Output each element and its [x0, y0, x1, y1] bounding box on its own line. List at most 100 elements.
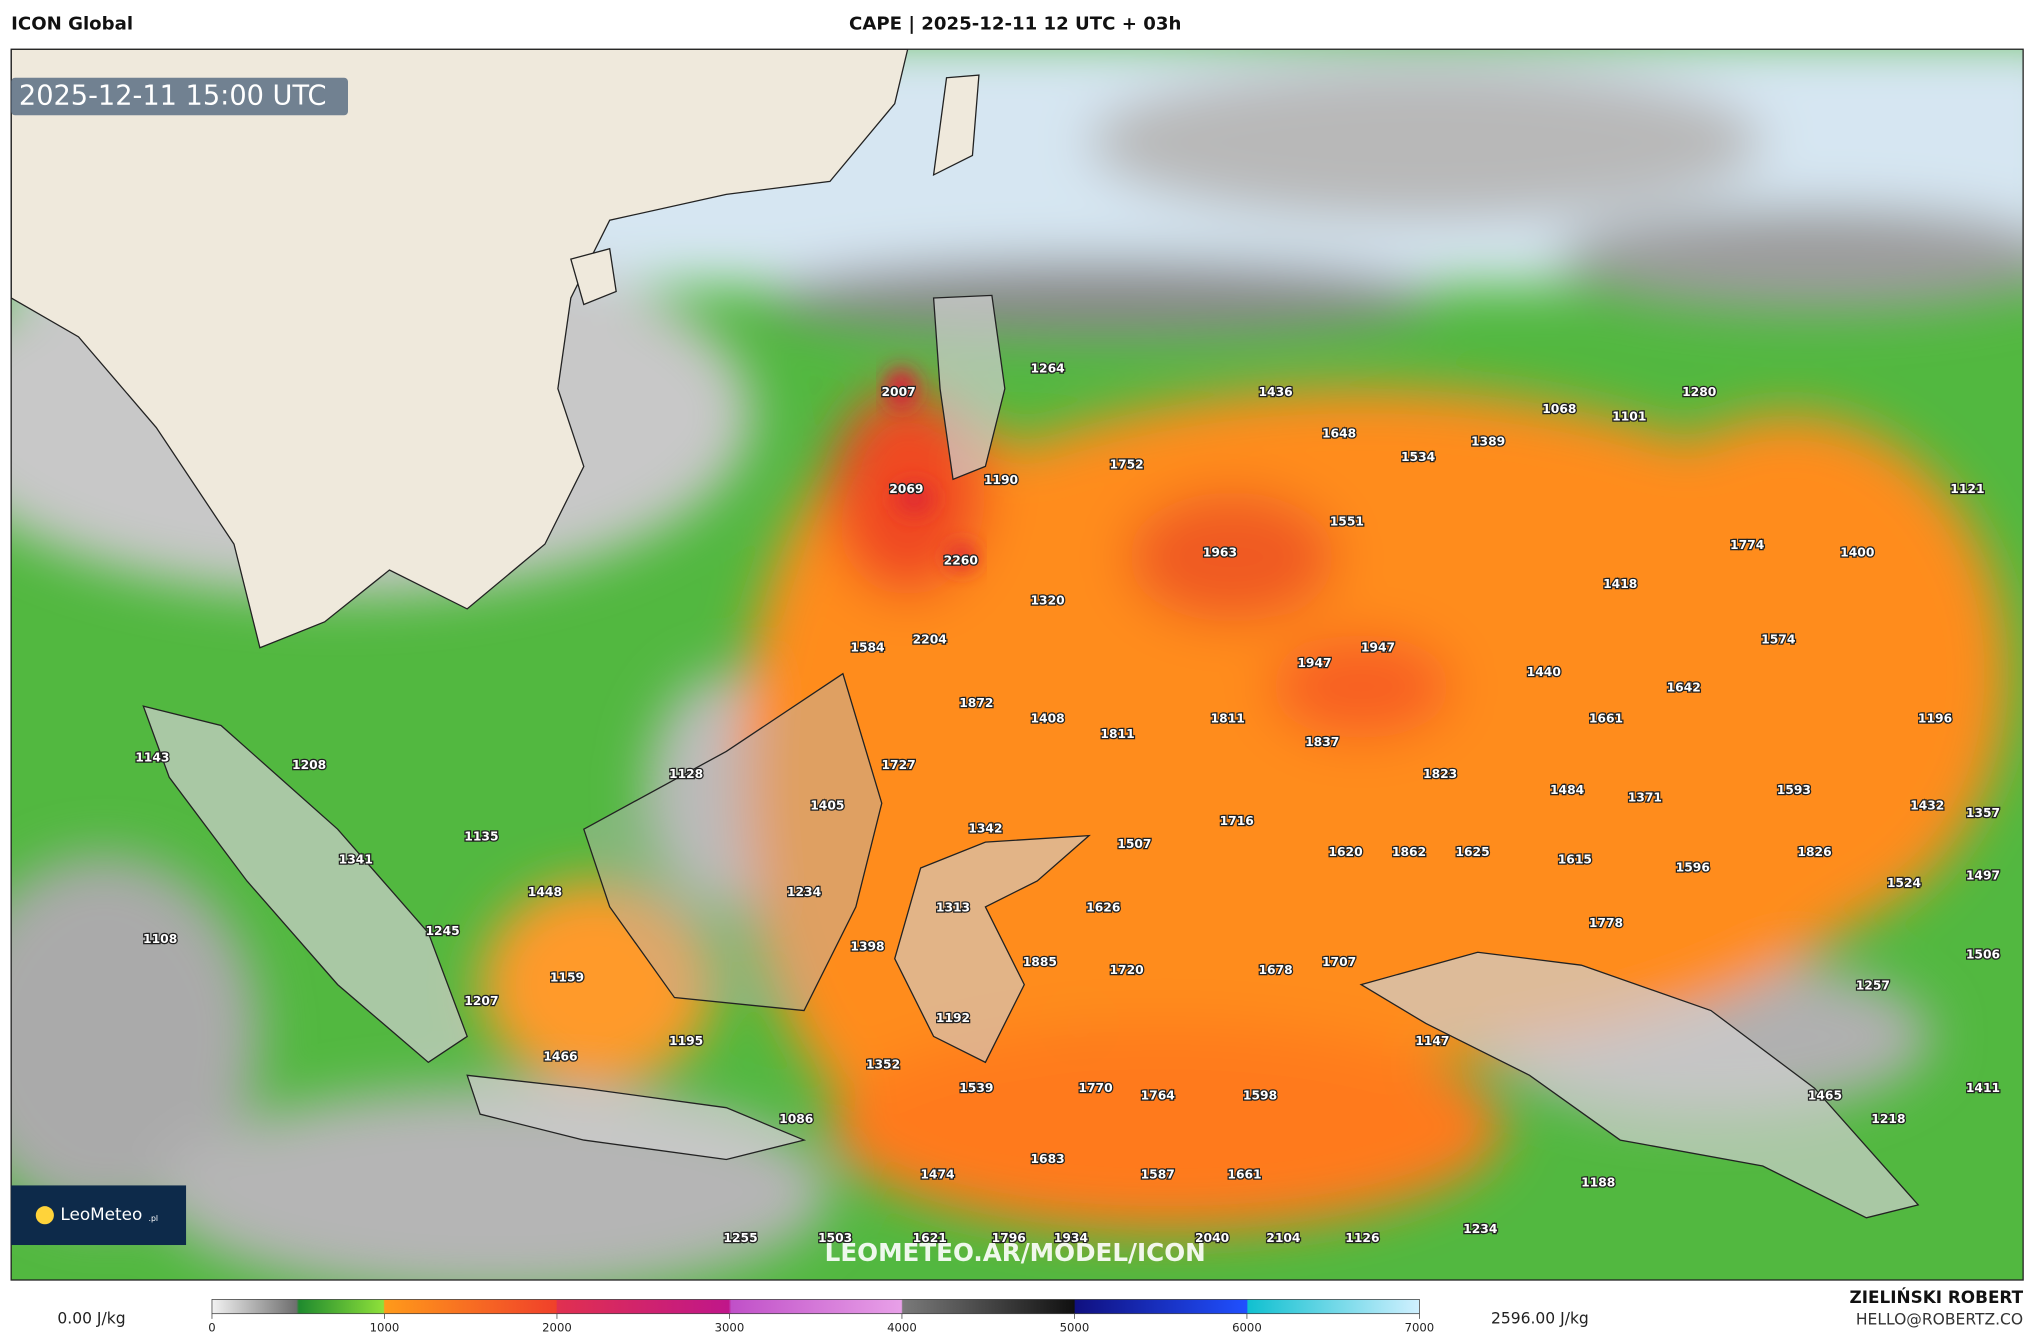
cape-value: 1341: [339, 853, 373, 867]
hotspots: [885, 367, 978, 571]
cape-value: 1466: [543, 1050, 577, 1064]
cape-value: 1257: [1856, 978, 1890, 992]
cape-value: 1432: [1910, 798, 1944, 812]
cape-value: 1720: [1110, 963, 1144, 977]
cape-value: 1752: [1110, 458, 1144, 472]
cape-value: 1320: [1030, 594, 1064, 608]
island: [142, 705, 468, 1064]
cape-value: 1593: [1777, 783, 1811, 797]
cape-value: 1086: [779, 1112, 813, 1126]
cape-value: 1218: [1871, 1112, 1905, 1126]
cape-value: 1626: [1086, 901, 1120, 915]
cape-value: 1159: [550, 971, 584, 985]
cape-value: 1503: [818, 1231, 852, 1245]
cape-value: 1823: [1423, 767, 1457, 781]
cape-value: 1195: [669, 1034, 703, 1048]
cape-value: 1596: [1676, 861, 1710, 875]
logo-text: LeoMeteo: [60, 1204, 142, 1224]
cape-value: 1418: [1603, 577, 1637, 591]
contact: HELLO@ROBERTZ.CO: [1856, 1311, 2023, 1329]
colorbar-tick-label: 6000: [1232, 1320, 1262, 1334]
cape-value: 1707: [1322, 955, 1356, 969]
colorbar: [211, 1299, 1420, 1315]
cape-value: 1440: [1527, 665, 1561, 679]
island: [932, 294, 1006, 481]
cape-value: 1207: [464, 994, 498, 1008]
cape-value: 1436: [1258, 385, 1292, 399]
colorbar-tick-label: 7000: [1405, 1320, 1435, 1334]
cape-value: 1405: [810, 798, 844, 812]
map-frame: [10, 48, 2024, 1281]
island: [1359, 951, 1920, 1219]
cape-value: 1196: [1918, 712, 1952, 726]
cape-value: 1862: [1392, 845, 1426, 859]
colorbar-tick-label: 4000: [887, 1320, 917, 1334]
cape-value: 1625: [1455, 845, 1489, 859]
cape-value: 1068: [1542, 402, 1576, 416]
cape-value: 1796: [992, 1231, 1026, 1245]
cape-value: 1280: [1682, 385, 1716, 399]
scale-max: 2596.00 J/kg: [1491, 1309, 1589, 1327]
cape-value: 1621: [913, 1231, 947, 1245]
cape-value: 1826: [1797, 845, 1831, 859]
cape-value: 1411: [1966, 1081, 2000, 1095]
cape-value: 1648: [1322, 427, 1356, 441]
colorbar-tick-label: 2000: [542, 1320, 572, 1334]
colorbar-tick-label: 1000: [370, 1320, 400, 1334]
cape-value: 1587: [1141, 1168, 1175, 1182]
cape-value: 1947: [1361, 640, 1395, 654]
island: [583, 672, 883, 1012]
cape-value: 1121: [1950, 482, 1984, 496]
cape-value: 1727: [881, 758, 915, 772]
cape-value: 1126: [1345, 1231, 1379, 1245]
cape-value: 1264: [1030, 362, 1064, 376]
cape-value: 1408: [1030, 712, 1064, 726]
cape-value: 1352: [866, 1057, 900, 1071]
cape-value: 1524: [1887, 876, 1921, 890]
cape-value: 1770: [1078, 1081, 1112, 1095]
colorbar-tick-label: 0: [208, 1320, 215, 1334]
cape-value: 1837: [1305, 735, 1339, 749]
cape-value: 1947: [1297, 656, 1331, 670]
cape-value: 1255: [723, 1231, 757, 1245]
cape-value: 1683: [1030, 1152, 1064, 1166]
cape-value: 1245: [425, 924, 459, 938]
cape-value: 1661: [1227, 1168, 1261, 1182]
cape-value: 1342: [968, 822, 1002, 836]
cape-value: 1963: [1203, 546, 1237, 560]
cape-value: 1507: [1117, 837, 1151, 851]
cape-value: 1234: [1463, 1222, 1497, 1236]
valid-time-box: [11, 77, 349, 116]
island: [570, 247, 617, 306]
mainland: [11, 49, 909, 649]
colorbar-tick-label: 5000: [1060, 1320, 1090, 1334]
logo-sun: [35, 1206, 54, 1225]
cape-value: 1534: [1401, 450, 1435, 464]
watermark: LEOMETEO.AR/MODEL/ICON: [825, 1238, 1206, 1267]
valid-time: 2025-12-11 15:00 UTC: [19, 81, 327, 112]
cape-value: 1716: [1220, 814, 1254, 828]
cape-value: 1620: [1328, 845, 1362, 859]
cape-value: 1313: [936, 901, 970, 915]
cape-value: 1497: [1966, 868, 2000, 882]
cape-value: 2204: [913, 632, 947, 646]
cape-value: 1143: [135, 750, 169, 764]
island: [894, 834, 1091, 1064]
map-title: CAPE | 2025-12-11 12 UTC + 03h: [849, 14, 1181, 35]
cape-value: 1147: [1415, 1034, 1449, 1048]
logo-suffix: .pl: [148, 1214, 158, 1223]
cape-value: 1234: [787, 885, 821, 899]
cape-value: 2260: [944, 553, 978, 567]
cape-value: 1398: [850, 940, 884, 954]
cape-value: 1135: [464, 829, 498, 843]
scale-min: 0.00 J/kg: [57, 1309, 125, 1327]
cape-value: 1371: [1628, 791, 1662, 805]
colorbar-ticks: 0 1000 2000 3000 4000 5000 6000 7000: [208, 1313, 1435, 1334]
model-name: ICON Global: [11, 14, 133, 35]
cape-value: 1811: [1100, 727, 1134, 741]
cape-value: 1661: [1589, 712, 1623, 726]
cape-value: 2069: [889, 482, 923, 496]
cape-value: 1584: [850, 640, 884, 654]
cape-value: 1885: [1023, 955, 1057, 969]
cape-value: 1192: [936, 1011, 970, 1025]
